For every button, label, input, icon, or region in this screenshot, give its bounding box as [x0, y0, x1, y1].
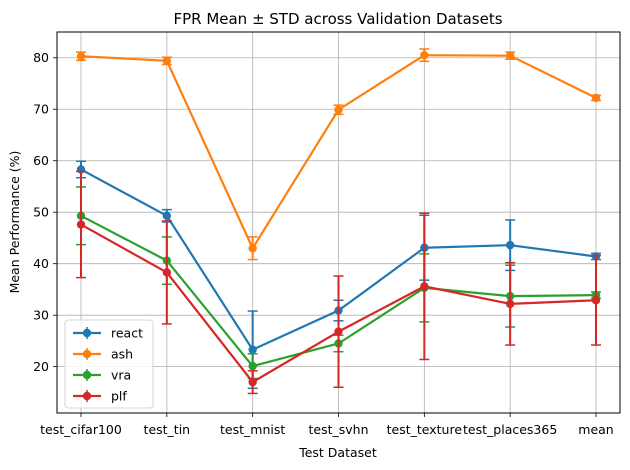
- plf-point: [591, 296, 601, 305]
- plf-point: [334, 327, 343, 336]
- chart-title: FPR Mean ± STD across Validation Dataset…: [173, 10, 502, 28]
- plf-point: [248, 377, 257, 387]
- y-tick-label: 20: [33, 359, 49, 374]
- x-axis-ticks: test_cifar100 test_tin test_mnist test_svhn…: [40, 413, 614, 437]
- x-tick-label: test_cifar100: [40, 422, 122, 437]
- ash-point: [505, 51, 515, 60]
- x-tick-label: test_mnist: [220, 422, 285, 437]
- ash-point: [420, 50, 429, 60]
- y-tick-label: 50: [33, 205, 49, 220]
- series-plf: [76, 170, 601, 395]
- series-ash: [76, 48, 601, 261]
- ash-point: [248, 244, 257, 253]
- react-point: [505, 240, 515, 250]
- x-tick-label: test_texture: [387, 422, 463, 437]
- y-tick-label: 30: [33, 308, 49, 323]
- x-axis-label: Test Dataset: [298, 445, 377, 460]
- legend-marker-react: [82, 328, 92, 338]
- series-layer: [76, 48, 601, 395]
- x-tick-label: test_svhn: [308, 422, 368, 437]
- plf-point: [76, 220, 86, 229]
- react-point: [248, 345, 257, 354]
- ash-point: [162, 56, 172, 66]
- legend-marker-plf: [82, 391, 92, 401]
- y-axis-label: Mean Performance (%): [7, 151, 22, 294]
- y-tick-label: 40: [33, 256, 49, 271]
- legend-label-plf: plf: [111, 389, 127, 404]
- plf-point: [505, 299, 515, 309]
- y-axis-ticks: 20 30 40 50 60 70 80: [33, 50, 57, 374]
- react-point: [162, 211, 172, 221]
- legend-label-ash: ash: [111, 347, 133, 362]
- vra-point: [248, 361, 257, 371]
- y-tick-label: 70: [33, 102, 49, 117]
- legend-marker-vra: [82, 370, 92, 380]
- ash-point: [591, 93, 601, 103]
- x-tick-label: mean: [578, 422, 613, 437]
- y-tick-label: 60: [33, 153, 49, 168]
- legend: react ash vra plf: [64, 319, 154, 409]
- legend-marker-ash: [82, 349, 92, 359]
- plf-point: [162, 268, 172, 277]
- x-tick-label: test_tin: [144, 422, 191, 437]
- ash-point: [76, 51, 86, 61]
- legend-box: [64, 319, 154, 409]
- ash-point: [334, 105, 343, 114]
- legend-label-vra: vra: [111, 368, 131, 383]
- legend-label-react: react: [111, 326, 143, 341]
- x-tick-label: test_places365: [463, 422, 557, 437]
- plf-point: [420, 282, 429, 291]
- y-tick-label: 80: [33, 50, 49, 65]
